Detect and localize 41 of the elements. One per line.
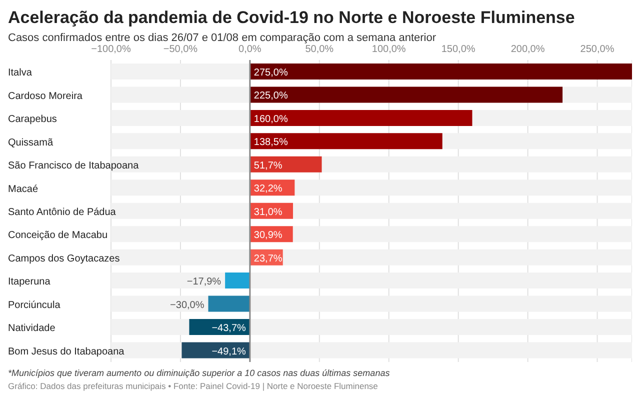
y-tick-label: Bom Jesus do Itabapoana	[8, 346, 125, 358]
y-tick-label: Porciúncula	[8, 300, 61, 311]
data-label: 138,5%	[254, 137, 288, 148]
x-tick-label: −100,0%	[91, 44, 131, 55]
data-label: 31,0%	[254, 206, 282, 218]
data-label: −17,9%	[186, 276, 222, 288]
data-label: 30,9%	[254, 230, 282, 242]
data-label: 23,7%	[254, 253, 282, 264]
bar	[225, 272, 250, 289]
y-tick-label: Cardoso Moreira	[8, 90, 83, 102]
y-tick-label: Itaperuna	[8, 276, 51, 288]
x-tick-label: −50,0%	[163, 44, 198, 55]
y-tick-label: Italva	[8, 68, 32, 79]
y-tick-label: Santo Antônio de Pádua	[8, 207, 116, 218]
data-label: −43,7%	[212, 323, 246, 334]
data-label: −49,1%	[212, 346, 246, 358]
y-tick-label: Natividade	[8, 323, 56, 334]
x-tick-label: 150,0%	[441, 44, 476, 55]
y-tick-label: Conceição de Macabu	[8, 230, 108, 242]
data-label: 32,2%	[254, 184, 282, 195]
x-tick-label: 0,0%	[238, 44, 262, 55]
data-label: 160,0%	[254, 114, 288, 125]
y-tick-label: Macaé	[8, 184, 38, 195]
y-tick-label: Carapebus	[8, 114, 57, 126]
data-label: 225,0%	[254, 90, 288, 102]
data-label: 51,7%	[254, 160, 282, 172]
y-tick-label: São Francisco de Itabapoana	[8, 160, 140, 172]
data-label: −30,0%	[170, 300, 204, 311]
data-label: 275,0%	[254, 67, 288, 78]
x-tick-label: 100,0%	[372, 44, 406, 55]
bar	[208, 296, 250, 312]
text: *Municípios que tiveram aumento ou diminuição superior a 10 casos nas duas últimas semanas	[8, 368, 391, 378]
x-tick-label: 200,0%	[510, 44, 545, 55]
bar	[250, 156, 322, 172]
y-tick-label: Campos dos Goytacazes	[8, 253, 120, 264]
chart-title: Aceleração da pandemia de Covid-19 no Norte e Noroeste Fluminense	[8, 8, 576, 28]
x-tick-label: 50,0%	[305, 44, 334, 55]
x-tick-label: 250,0%	[580, 44, 614, 55]
chart-subtitle: Casos confirmados entre os dias 26/07 e 01/08 em comparação com a semana anterior	[8, 32, 438, 44]
y-tick-label: Quissamã	[8, 137, 54, 148]
text: Gráfico: Dados das prefeituras municipais • Fonte: Painel Covid-19 | Norte e Noroeste Fluminense	[8, 381, 379, 391]
